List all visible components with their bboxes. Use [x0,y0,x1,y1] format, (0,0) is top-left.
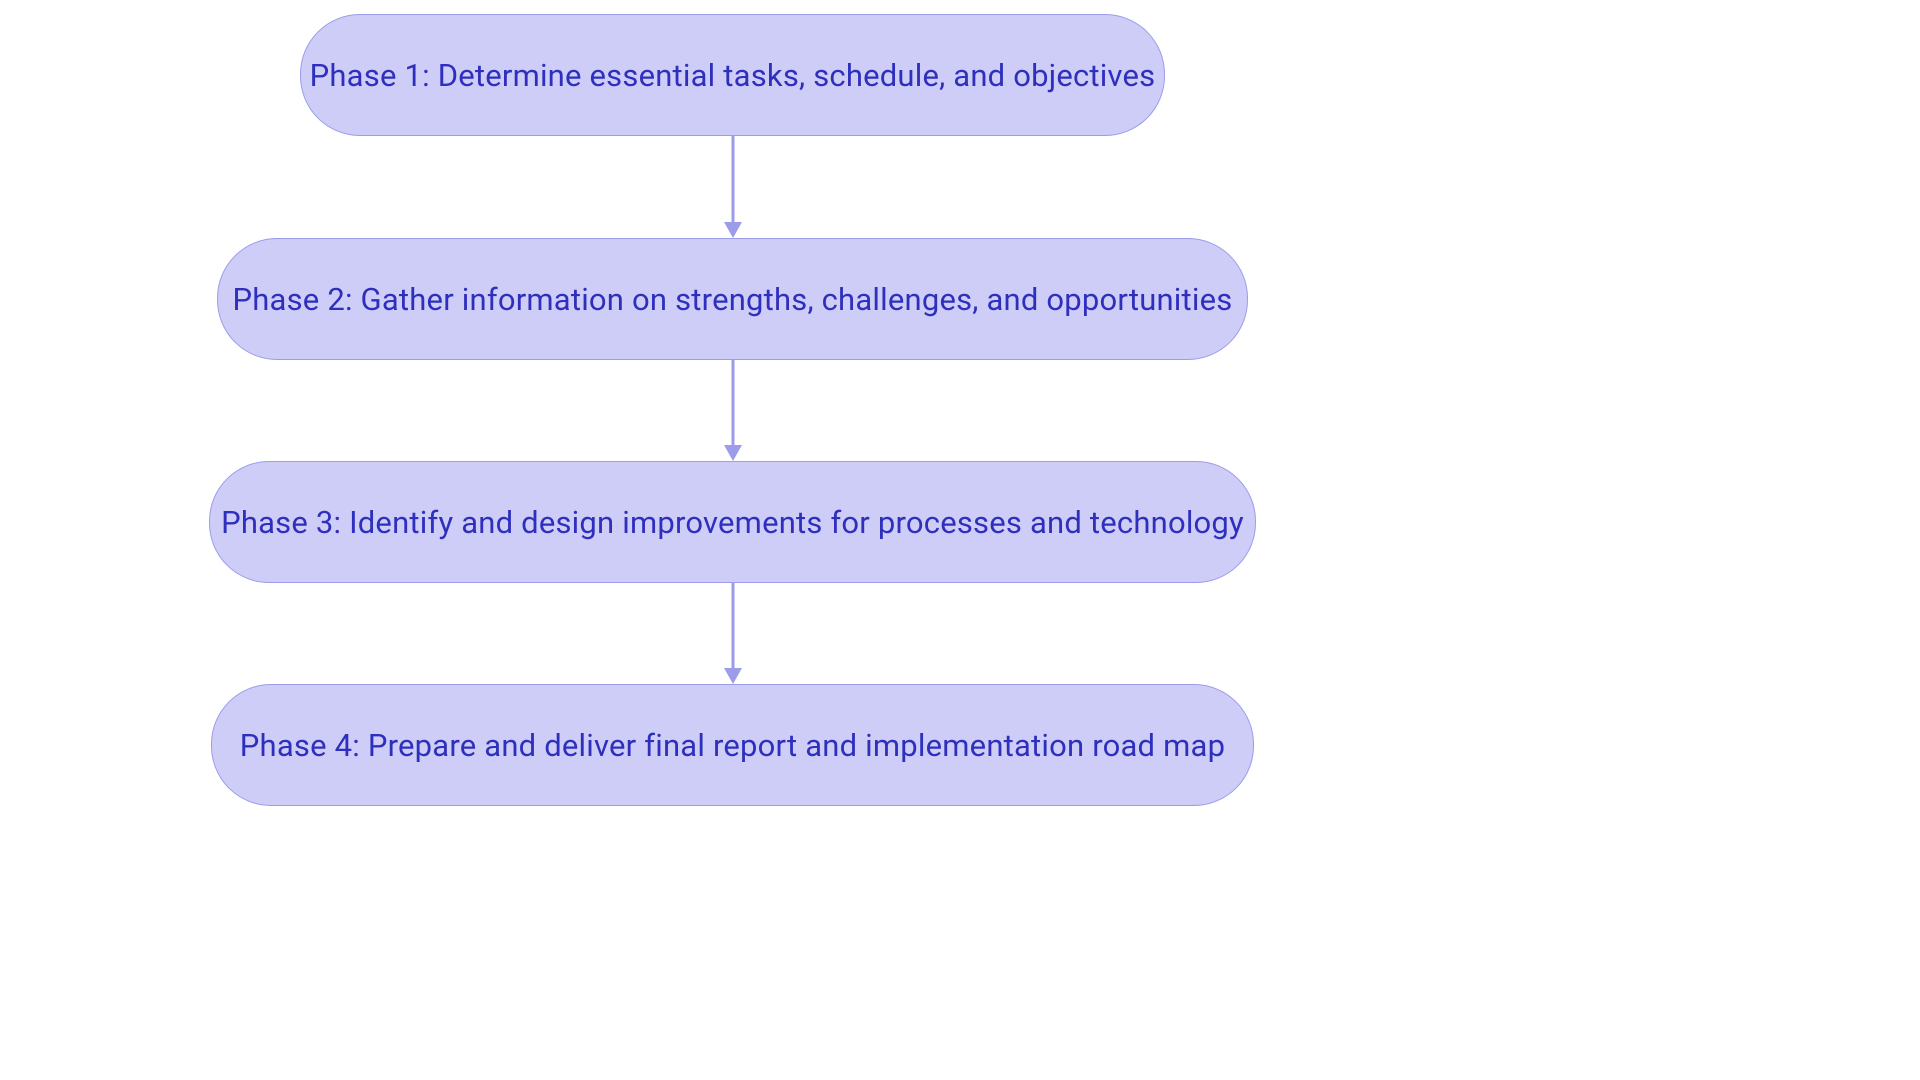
flow-arrow-1 [715,136,751,238]
flowchart-container: Phase 1: Determine essential tasks, sche… [0,0,1920,1080]
flow-node-label: Phase 2: Gather information on strengths… [233,281,1233,318]
flow-node-label: Phase 1: Determine essential tasks, sche… [310,57,1156,94]
flow-node-phase3: Phase 3: Identify and design improvement… [209,461,1256,583]
flow-node-phase1: Phase 1: Determine essential tasks, sche… [300,14,1165,136]
flow-node-label: Phase 3: Identify and design improvement… [221,504,1244,541]
flow-arrow-2 [715,360,751,461]
flow-node-phase4: Phase 4: Prepare and deliver final repor… [211,684,1254,806]
flow-node-phase2: Phase 2: Gather information on strengths… [217,238,1248,360]
flow-node-label: Phase 4: Prepare and deliver final repor… [240,727,1225,764]
flow-arrow-3 [715,583,751,684]
